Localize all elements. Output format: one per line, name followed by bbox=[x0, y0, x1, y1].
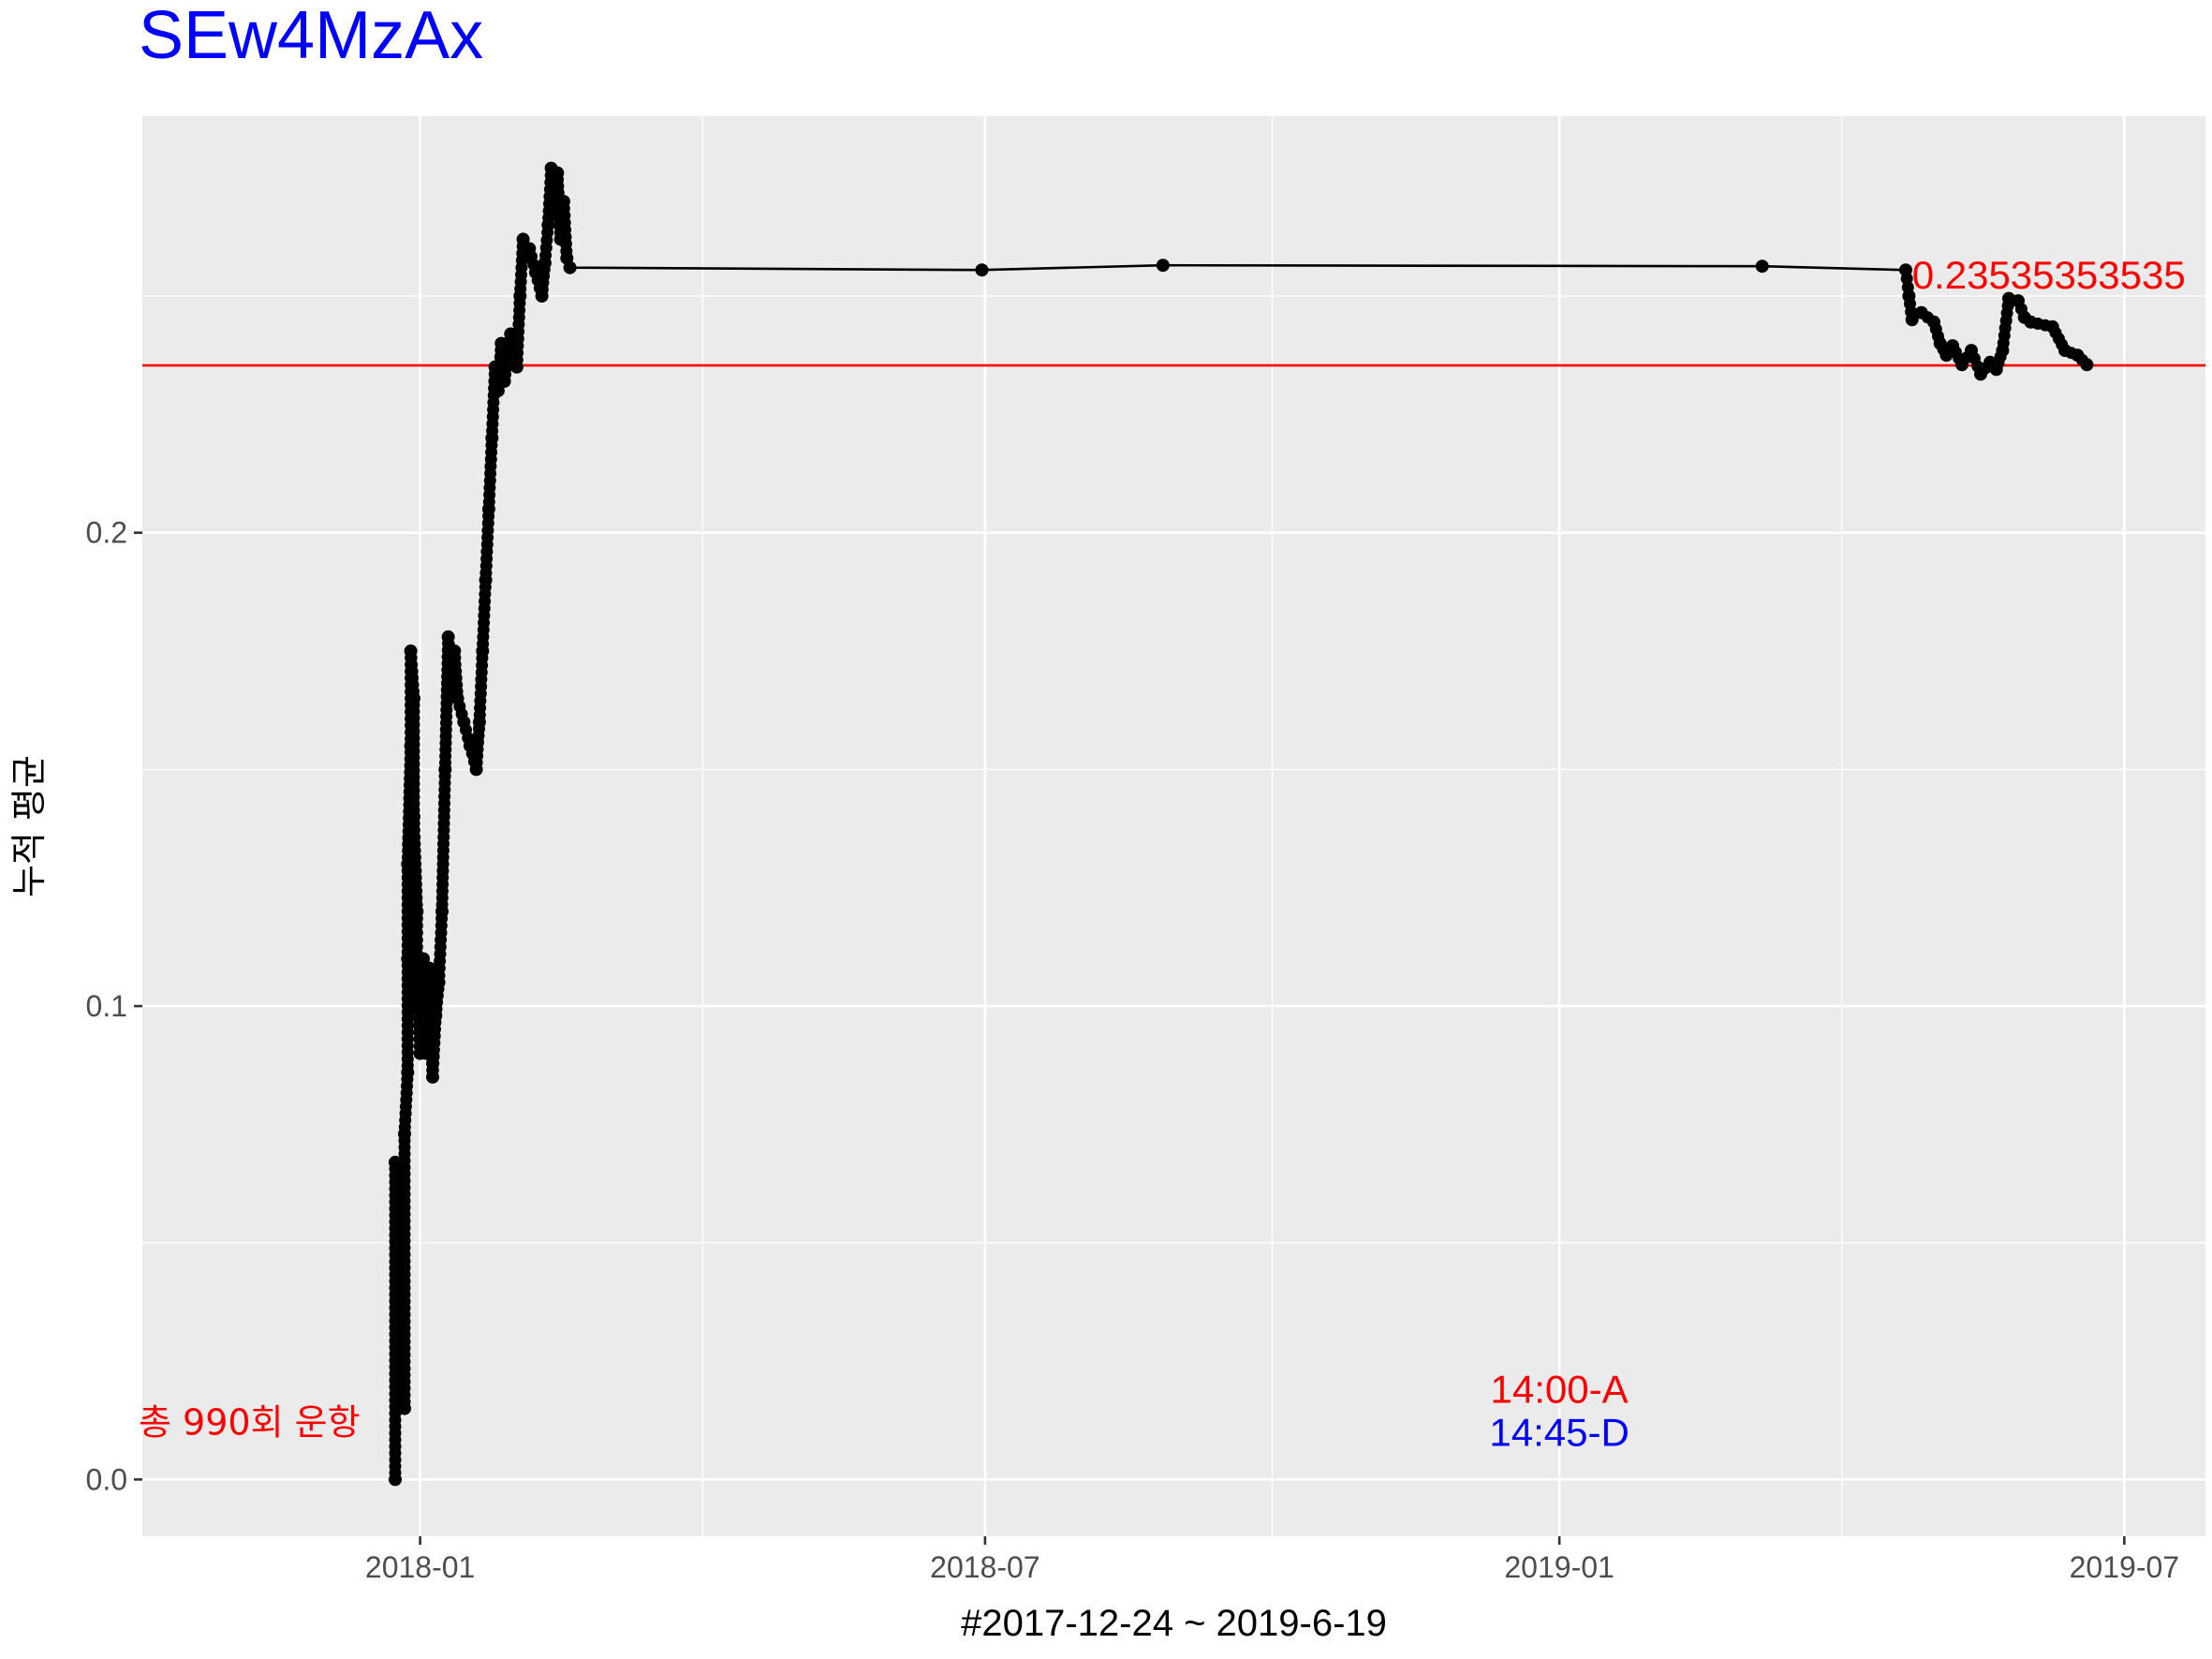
plot-panel bbox=[142, 116, 2205, 1536]
y-tick-label: 0.0 bbox=[86, 1462, 127, 1496]
data-point bbox=[1905, 313, 1919, 327]
y-tick-label: 0.2 bbox=[86, 516, 127, 550]
x-axis-title: #2017-12-24 ~ 2019-6-19 bbox=[961, 1603, 1387, 1644]
x-tick-label: 2019-01 bbox=[1504, 1550, 1614, 1584]
x-tick-label: 2019-07 bbox=[2070, 1550, 2179, 1584]
data-point bbox=[975, 263, 989, 277]
data-point bbox=[1939, 348, 1954, 363]
arrival-time-annotation: 14:00-A bbox=[1491, 1367, 1629, 1411]
chart-title: SEw4MzAx bbox=[139, 0, 483, 73]
data-point bbox=[1156, 259, 1170, 273]
minor-gridlines bbox=[142, 116, 2205, 1536]
y-axis-title: 누적 평균 bbox=[8, 755, 50, 897]
flight-count-annotation: 총 990회 운항 bbox=[139, 1401, 361, 1443]
data-point bbox=[563, 260, 577, 274]
data-point bbox=[1755, 259, 1769, 274]
data-point bbox=[2080, 358, 2094, 372]
y-axis: 0.0 0.1 0.2 bbox=[86, 516, 142, 1496]
reference-line-label: 0.23535353535 bbox=[1912, 253, 2186, 297]
x-tick-label: 2018-01 bbox=[365, 1550, 475, 1584]
departure-time-annotation: 14:45-D bbox=[1489, 1410, 1629, 1454]
data-point bbox=[516, 232, 530, 246]
series-layer bbox=[389, 161, 2094, 1487]
x-axis: 2018-01 2018-07 2019-01 2019-07 bbox=[365, 1536, 2179, 1584]
x-tick-label: 2018-07 bbox=[930, 1550, 1040, 1584]
y-tick-label: 0.1 bbox=[86, 989, 127, 1023]
